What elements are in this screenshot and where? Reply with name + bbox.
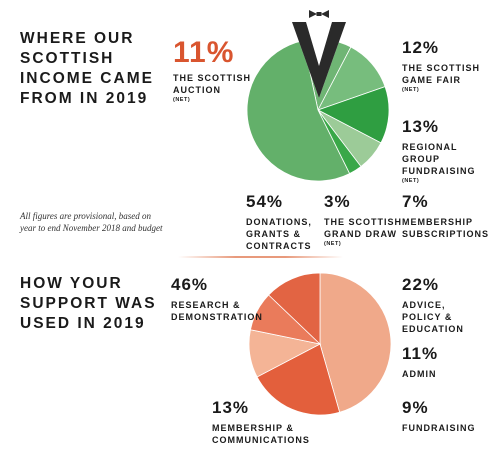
label-game-fair-name: THE SCOTTISH GAME FAIR (402, 63, 481, 85)
income-pie-chart (246, 38, 390, 182)
label-regional-group: 13% REGIONAL GROUP FUNDRAISING (NET) (402, 117, 476, 185)
label-scottish-auction-net: (NET) (173, 97, 191, 103)
label-scottish-auction-pct: 11% (173, 36, 235, 69)
label-membership-subs-pct: 7% (402, 192, 429, 211)
label-grand-draw: 3% THE SCOTTISH GRAND DRAW (NET) (324, 192, 402, 248)
label-regional-group-pct: 13% (402, 117, 440, 136)
label-membership-subs-name: MEMBERSHIP SUBSCRIPTIONS (402, 217, 490, 239)
bow-right-shape (321, 10, 329, 18)
income-slice-regional-group-fundraising-net (316, 86, 390, 144)
label-donations: 54% DONATIONS, GRANTS & CONTRACTS (246, 192, 312, 252)
label-admin: 11% ADMIN (402, 344, 438, 380)
label-fundraising-name: FUNDRAISING (402, 423, 476, 433)
label-membership-subs: 7% MEMBERSHIP SUBSCRIPTIONS (402, 192, 489, 240)
label-regional-group-net: (NET) (402, 178, 420, 184)
usage-pie-chart (248, 272, 392, 416)
lapel-shape (292, 22, 346, 98)
label-advice-pct: 22% (402, 275, 440, 294)
label-scottish-auction-name: THE SCOTTISH AUCTION (173, 73, 252, 95)
label-fundraising: 9% FUNDRAISING (402, 398, 476, 434)
label-fundraising-pct: 9% (402, 398, 429, 417)
bow-knot-shape (316, 12, 322, 16)
label-research-name: RESEARCH & DEMONSTRATION (171, 300, 263, 322)
usage-title: HOW YOUR SUPPORT WAS USED IN 2019 (20, 275, 157, 332)
label-grand-draw-name: THE SCOTTISH GRAND DRAW (324, 217, 403, 239)
label-game-fair-pct: 12% (402, 38, 440, 57)
label-grand-draw-net: (NET) (324, 241, 342, 247)
label-research: 46% RESEARCH & DEMONSTRATION (171, 275, 263, 323)
label-regional-group-name: REGIONAL GROUP FUNDRAISING (402, 142, 476, 176)
label-scottish-auction: 11% THE SCOTTISH AUCTION (NET) (173, 37, 251, 104)
label-membership-comms: 13% MEMBERSHIP & COMMUNICATIONS (212, 398, 310, 446)
usage-slice-research-demonstration (319, 272, 392, 413)
income-slice-donations-grants-contracts (246, 40, 351, 182)
label-advice: 22% ADVICE, POLICY & EDUCATION (402, 275, 464, 335)
label-admin-name: ADMIN (402, 369, 437, 379)
label-game-fair: 12% THE SCOTTISH GAME FAIR (NET) (402, 38, 480, 94)
label-grand-draw-pct: 3% (324, 192, 351, 211)
label-admin-pct: 11% (402, 344, 439, 363)
label-membership-comms-pct: 13% (212, 398, 250, 417)
usage-slice-advice-policy-education (256, 343, 341, 416)
label-donations-pct: 54% (246, 192, 284, 211)
label-research-pct: 46% (171, 275, 209, 294)
bow-left-shape (309, 10, 317, 18)
income-title: WHERE OUR SCOTTISH INCOME CAME FROM IN 2… (20, 30, 154, 107)
usage-slice-membership-communications (268, 272, 321, 345)
bowtie-graphic (292, 10, 346, 98)
label-membership-comms-name: MEMBERSHIP & COMMUNICATIONS (212, 423, 310, 445)
section-divider (178, 256, 343, 258)
label-game-fair-net: (NET) (402, 87, 420, 93)
label-advice-name: ADVICE, POLICY & EDUCATION (402, 300, 464, 334)
provisional-note: All figures are provisional, based on ye… (20, 211, 163, 233)
label-donations-name: DONATIONS, GRANTS & CONTRACTS (246, 217, 312, 251)
